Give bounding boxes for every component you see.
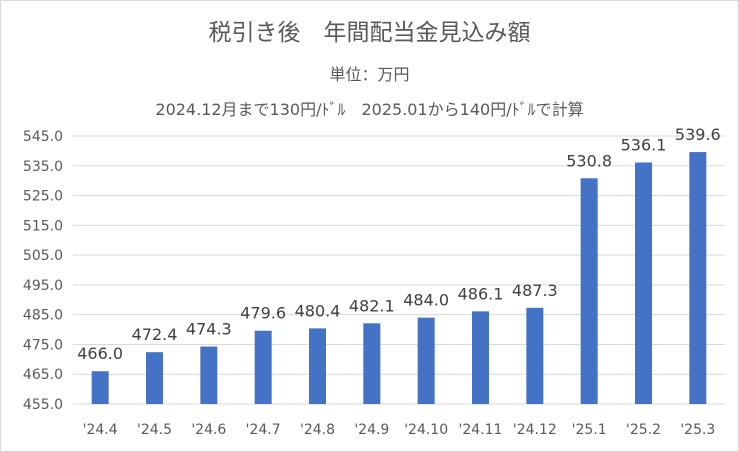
- data-label: 474.3: [186, 320, 232, 339]
- data-label: 472.4: [132, 325, 178, 344]
- bar: [200, 346, 218, 404]
- x-tick-label: '24.6: [191, 422, 226, 438]
- x-tick-label: '24.4: [83, 422, 118, 438]
- y-tick-label: 475.0: [23, 337, 63, 353]
- bar: [309, 328, 326, 404]
- bar: [526, 307, 544, 404]
- data-label: 484.0: [403, 291, 449, 310]
- chart-subtitle: 単位：万円: [329, 65, 410, 84]
- data-label: 479.6: [240, 304, 286, 323]
- x-tick-label: '24.9: [354, 422, 389, 438]
- chart-title: 税引き後 年間配当金見込み額: [208, 20, 531, 46]
- bar: [472, 311, 489, 404]
- data-label: 486.1: [458, 284, 504, 303]
- x-tick-label: '24.8: [300, 422, 335, 438]
- bar: [689, 152, 707, 404]
- x-tick-label: '25.2: [626, 422, 661, 438]
- y-tick-label: 505.0: [23, 248, 63, 264]
- bar: [417, 317, 435, 404]
- x-tick-label: '24.11: [459, 422, 503, 438]
- bar: [580, 178, 598, 404]
- bar: [363, 323, 381, 404]
- y-tick-label: 455.0: [23, 397, 63, 413]
- x-tick-label: '25.1: [572, 422, 607, 438]
- y-tick-label: 535.0: [23, 159, 63, 175]
- bar: [254, 330, 272, 404]
- y-tick-label: 525.0: [23, 189, 63, 205]
- bar: [91, 371, 109, 404]
- data-label: 539.6: [675, 125, 721, 144]
- y-tick-label: 465.0: [23, 367, 63, 383]
- bar: [146, 352, 163, 404]
- y-tick-label: 485.0: [23, 308, 63, 324]
- x-tick-label: '24.10: [404, 422, 448, 438]
- y-tick-label: 545.0: [23, 129, 63, 145]
- y-tick-label: 515.0: [23, 218, 63, 234]
- x-tick-label: '24.5: [137, 422, 172, 438]
- data-label: 487.3: [512, 281, 558, 300]
- data-label: 482.1: [349, 296, 395, 315]
- data-label: 530.8: [566, 151, 612, 170]
- x-tick-label: '24.7: [246, 422, 281, 438]
- x-tick-label: '24.12: [513, 422, 557, 438]
- x-tick-label: '25.3: [680, 422, 715, 438]
- data-label: 480.4: [295, 301, 341, 320]
- data-label: 466.0: [77, 344, 123, 363]
- data-label: 536.1: [621, 136, 667, 155]
- bar: [635, 162, 652, 404]
- y-tick-label: 495.0: [23, 278, 63, 294]
- chart-note: 2024.12月まで130円/ﾄﾞﾙ 2025.01から140円/ﾄﾞﾙで計算: [155, 100, 584, 119]
